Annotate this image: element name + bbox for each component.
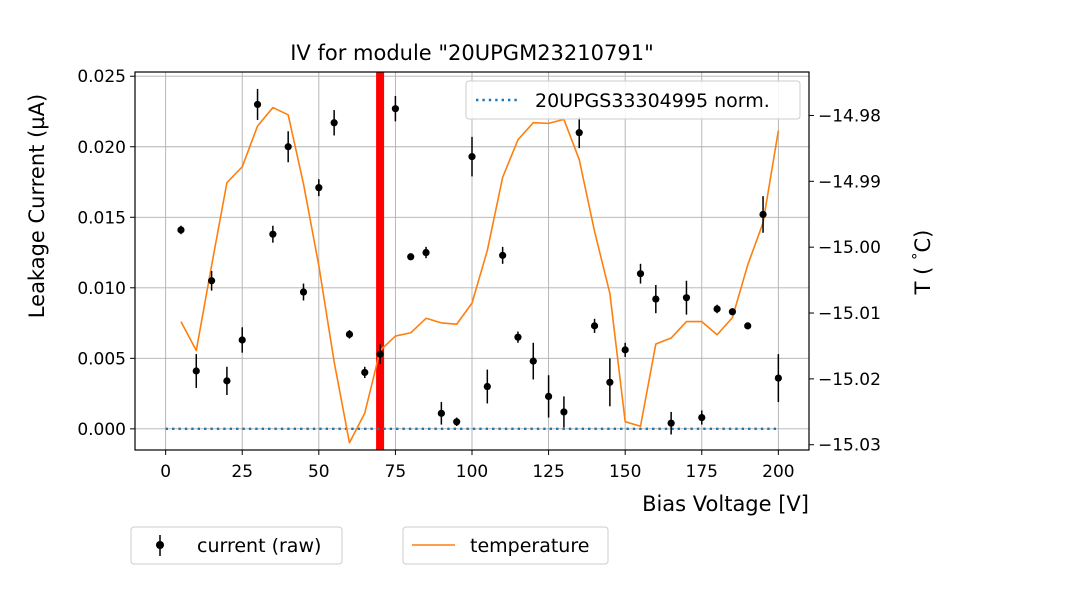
- legend-norm-label: 20UPGS33304995 norm.: [535, 90, 770, 112]
- current-point: [590, 322, 599, 330]
- x-tick-label: 175: [686, 462, 718, 482]
- current-point: [514, 333, 522, 341]
- current-point: [238, 336, 246, 344]
- current-point: [667, 419, 675, 427]
- x-tick-label: 125: [532, 462, 564, 482]
- x-tick-label: 25: [231, 462, 253, 482]
- y-ticks: 0.000 0.005 0.010 0.015 0.020 0.025: [77, 67, 135, 440]
- current-point: [223, 377, 231, 385]
- legend-current: current (raw): [130, 526, 343, 565]
- legend-upper-frame: [465, 80, 801, 120]
- current-point: [345, 330, 354, 338]
- current-point: [529, 357, 537, 365]
- current-point: [299, 288, 308, 296]
- series-layer: [165, 88, 782, 444]
- y-tick-label: 0.010: [77, 279, 126, 299]
- current-point: [315, 184, 323, 192]
- legend-temperature-frame: [402, 526, 609, 565]
- current-point: [391, 105, 400, 113]
- y2-axis-title: T ( °C): [909, 230, 935, 296]
- current-point: [422, 248, 430, 257]
- current-point: [652, 295, 660, 303]
- current-point: [682, 294, 691, 302]
- current-point: [575, 129, 583, 137]
- current-point: [407, 253, 415, 261]
- legend-current-label: current (raw): [197, 535, 321, 557]
- y2-tick-label: −15.03: [818, 436, 881, 456]
- current-point: [376, 350, 384, 358]
- y-tick-label: 0.020: [77, 138, 126, 158]
- current-point: [437, 409, 445, 417]
- current-point: [774, 374, 782, 382]
- y-axis-title: Leakage Current (µA): [25, 94, 49, 318]
- legend-current-frame: [130, 526, 343, 565]
- y-tick-label: 0.005: [77, 349, 126, 369]
- current-point: [284, 143, 292, 151]
- current-point: [177, 226, 185, 234]
- current-point: [544, 392, 553, 401]
- y2-tick-label: −15.02: [818, 370, 881, 390]
- y2-tick-label: −15.00: [818, 238, 881, 258]
- x-tick-label: 0: [160, 462, 171, 482]
- y2-ticks: −15.03 −15.02 −15.01 −15.00 −14.99 −14.98: [809, 106, 881, 456]
- y-tick-label: 0.000: [77, 420, 126, 440]
- current-point: [192, 367, 200, 375]
- current-point: [253, 100, 262, 109]
- current-point: [468, 153, 476, 161]
- current-point: [698, 413, 706, 422]
- current-point: [269, 230, 277, 238]
- current-point: [759, 210, 767, 219]
- legend-current-marker: [156, 541, 164, 549]
- x-tick-label: 150: [609, 462, 641, 482]
- x-tick-label: 50: [308, 462, 330, 482]
- y-tick-label: 0.015: [77, 208, 126, 228]
- legend-temperature-label: temperature: [470, 535, 589, 557]
- temperature-line: [180, 106, 780, 444]
- x-tick-label: 100: [456, 462, 488, 482]
- current-point: [330, 119, 338, 127]
- current-point: [606, 378, 614, 386]
- chart-title: IV for module "20UPGM23210791": [290, 41, 654, 65]
- current-point: [636, 270, 645, 278]
- x-tick-label: 75: [385, 462, 407, 482]
- legend-upper: 20UPGS33304995 norm.: [465, 80, 801, 120]
- legend-temperature: temperature: [402, 526, 609, 565]
- current-point: [728, 308, 737, 316]
- y2-tick-label: −14.98: [818, 106, 881, 126]
- x-ticks: 0 25 50 75 100 125 150 175 200: [160, 450, 795, 482]
- current-point: [499, 251, 507, 259]
- current-point: [744, 322, 752, 330]
- y2-tick-label: −15.01: [818, 304, 881, 324]
- current-point: [713, 305, 721, 313]
- current-point: [621, 346, 629, 354]
- current-point: [361, 368, 369, 377]
- current-point: [560, 408, 568, 416]
- current-point: [483, 382, 491, 391]
- current-point: [453, 418, 461, 426]
- current-point: [207, 277, 216, 285]
- y-tick-label: 0.025: [77, 67, 126, 87]
- y2-tick-label: −14.99: [818, 172, 881, 192]
- x-tick-label: 200: [762, 462, 794, 482]
- x-axis-title: Bias Voltage [V]: [642, 492, 809, 516]
